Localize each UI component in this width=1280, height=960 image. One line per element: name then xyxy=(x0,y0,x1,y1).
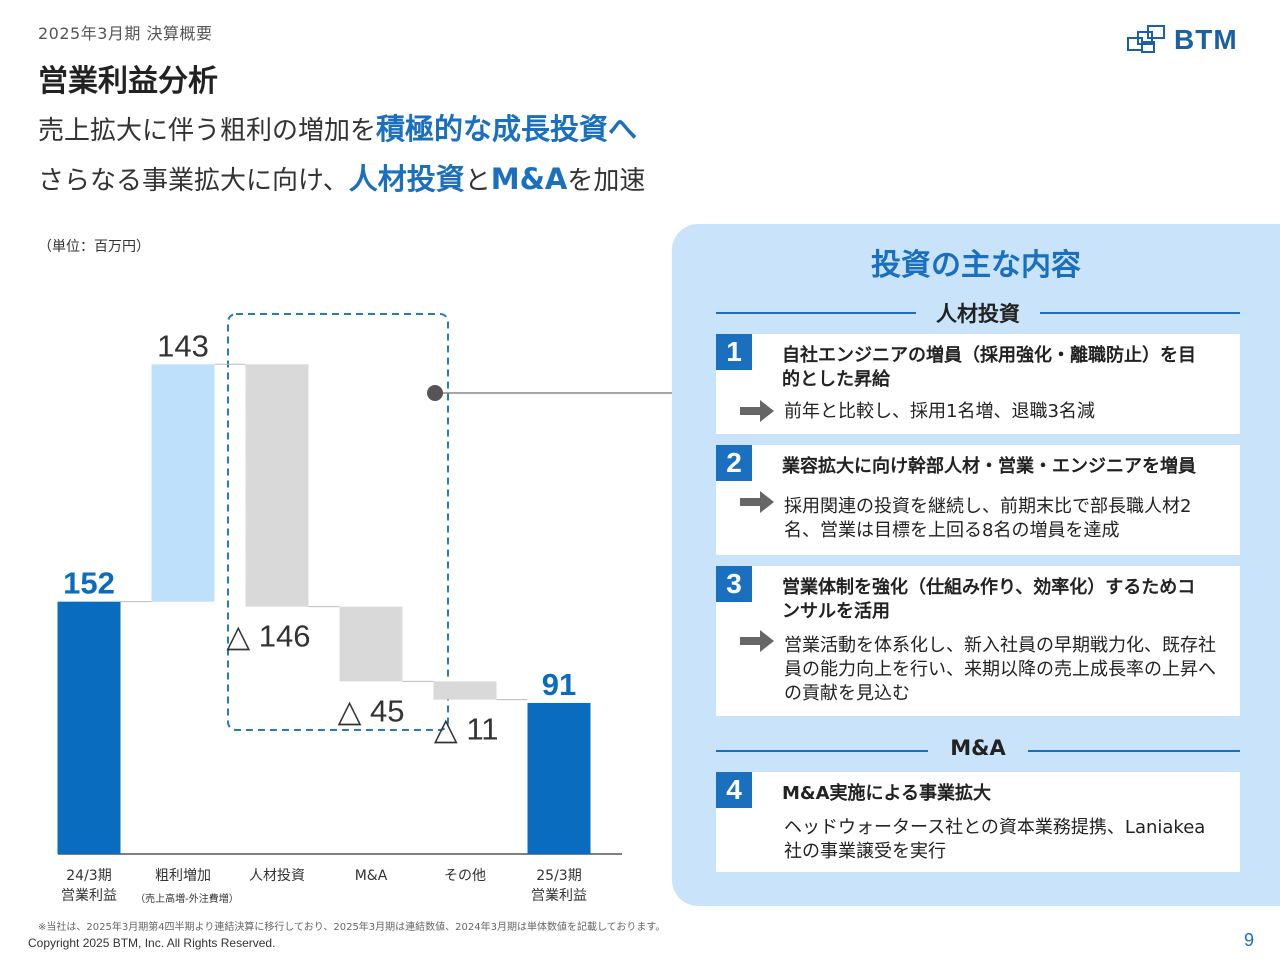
bar-2 xyxy=(245,364,309,607)
item-body: 採用関連の投資を継続し、前期末比で部長職人材2名、営業は目標を上回る8名の増員を… xyxy=(784,496,1192,541)
subtitle-line-2: さらなる事業拡大に向け、人材投資とM&Aを加速 xyxy=(38,156,645,198)
item-number: 2 xyxy=(716,445,752,481)
item-number: 3 xyxy=(716,566,752,602)
item-heading: 業容拡大に向け幹部人材・営業・エンジニアを増員 xyxy=(782,456,1196,477)
subtitle-1-text: 売上拡大に伴う粗利の増加を xyxy=(38,116,377,146)
subtitle-2-highlight-ma: M&A xyxy=(490,162,568,196)
subtitle-2-conj: と xyxy=(464,166,491,196)
page-title: 営業利益分析 xyxy=(38,64,218,99)
data-label: 152 xyxy=(63,566,115,601)
section-divider xyxy=(1028,750,1240,752)
bar-0 xyxy=(57,601,121,854)
copyright: Copyright 2025 BTM, Inc. All Rights Rese… xyxy=(28,936,276,950)
bar-3 xyxy=(339,606,403,682)
data-label: △ 11 xyxy=(434,712,499,747)
item-heading: 自社エンジニアの増員（採用強化・離職防止）を目的とした昇給 xyxy=(782,345,1196,390)
subtitle-2-end: を加速 xyxy=(567,166,646,196)
investment-item-2: 2 業容拡大に向け幹部人材・営業・エンジニアを増員 採用関連の投資を継続し、前期… xyxy=(716,445,1240,555)
btm-logo: BTM xyxy=(1126,24,1256,58)
data-label: △ 45 xyxy=(338,693,405,728)
subtitle-line-1: 売上拡大に伴う粗利の増加を積極的な成長投資へ xyxy=(38,106,637,148)
x-tick-label: 25/3期 xyxy=(536,868,581,884)
item-heading: M&A実施による事業拡大 xyxy=(782,783,991,804)
btm-logo-icon xyxy=(1127,25,1165,53)
item-number: 4 xyxy=(716,772,752,808)
panel-title: 投資の主な内容 xyxy=(871,248,1081,283)
data-label: 143 xyxy=(157,328,209,363)
subtitle-1-highlight: 積極的な成長投資へ xyxy=(376,112,638,146)
item-body: ヘッドウォータース社との資本業務提携、Laniakea社の事業譲受を実行 xyxy=(784,817,1206,862)
data-label: 91 xyxy=(542,667,576,702)
x-tick-label: 営業利益 xyxy=(531,888,587,904)
investment-panel: 投資の主な内容 人材投資 1 自社エンジニアの増員（採用強化・離職防止）を目的と… xyxy=(672,224,1280,906)
x-tick-label: 粗利増加 xyxy=(155,868,211,884)
footnote: ※当社は、2025年3月期第4四半期より連結決算に移行しており、2025年3月期… xyxy=(38,922,666,933)
section-ma-header: M&A xyxy=(716,736,1240,766)
item-number: 1 xyxy=(716,334,752,370)
section-divider xyxy=(716,312,916,314)
x-tick-label: その他 xyxy=(444,868,486,884)
section-divider xyxy=(716,750,928,752)
x-tick-label: 24/3期 xyxy=(66,868,111,884)
subtitle-2-highlight-hr: 人材投資 xyxy=(348,162,465,196)
unit-label: （単位：百万円） xyxy=(38,239,150,255)
section-ma-label: M&A xyxy=(950,736,1006,760)
arrow-right-icon xyxy=(740,630,774,652)
period-label: 2025年3月期 決算概要 xyxy=(38,24,213,43)
arrow-right-icon xyxy=(740,491,774,513)
investment-item-3: 3 営業体制を強化（仕組み作り、効率化）するためコンサルを活用 営業活動を体系化… xyxy=(716,566,1240,716)
bar-5 xyxy=(527,702,591,854)
item-heading: 営業体制を強化（仕組み作り、効率化）するためコンサルを活用 xyxy=(782,577,1196,622)
x-tick-note: （売上高増-外注費増） xyxy=(135,892,239,905)
investment-item-4: 4 M&A実施による事業拡大 ヘッドウォータース社との資本業務提携、Laniak… xyxy=(716,772,1240,872)
x-tick-label: 営業利益 xyxy=(61,888,117,904)
data-label: △ 146 xyxy=(226,619,310,654)
section-divider xyxy=(1040,312,1240,314)
btm-logo-text: BTM xyxy=(1174,24,1238,55)
x-tick-label: M&A xyxy=(355,868,388,884)
highlight-group-frame xyxy=(227,313,449,731)
section-hr-label: 人材投資 xyxy=(936,302,1020,326)
connector-dot xyxy=(427,385,443,401)
subtitle-2-text: さらなる事業拡大に向け、 xyxy=(38,166,349,196)
x-tick-label: 人材投資 xyxy=(249,868,305,884)
bar-1 xyxy=(151,364,215,602)
investment-item-1: 1 自社エンジニアの増員（採用強化・離職防止）を目的とした昇給 前年と比較し、採… xyxy=(716,334,1240,434)
bar-4 xyxy=(433,681,497,700)
page-number: 9 xyxy=(1244,930,1255,950)
item-body: 前年と比較し、採用1名増、退職3名減 xyxy=(784,401,1095,422)
arrow-right-icon xyxy=(740,400,774,422)
section-hr-header: 人材投資 xyxy=(716,298,1240,328)
item-body: 営業活動を体系化し、新入社員の早期戦力化、既存社員の能力向上を行い、来期以降の売… xyxy=(784,635,1216,704)
